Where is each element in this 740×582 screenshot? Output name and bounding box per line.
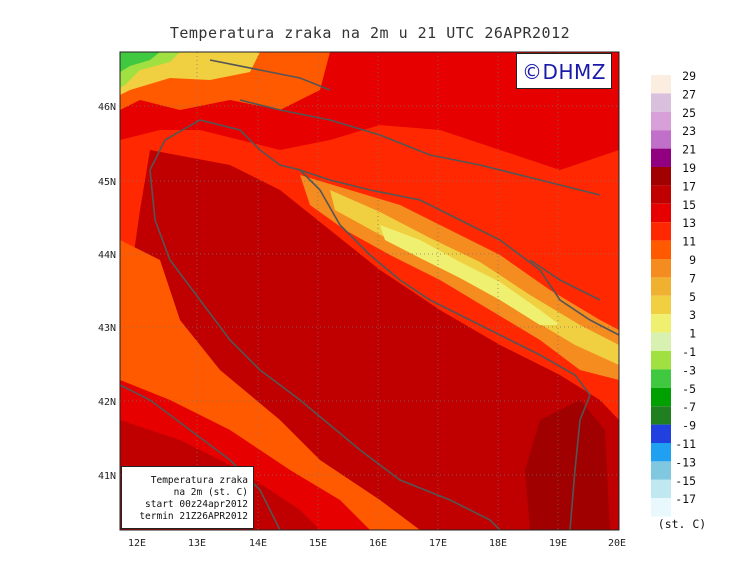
- lon-label: 19E: [549, 538, 567, 549]
- legend-label: -11: [675, 437, 696, 451]
- lon-label: 15E: [309, 538, 327, 549]
- legend-swatch: [651, 295, 671, 315]
- legend-swatch: [651, 387, 671, 407]
- legend-label: 13: [682, 216, 696, 230]
- legend-label: -3: [682, 363, 696, 377]
- legend-label: 25: [682, 106, 696, 120]
- legend-swatch: [651, 332, 671, 351]
- lon-label: 16E: [369, 538, 387, 549]
- legend-label: 17: [682, 179, 696, 193]
- legend-swatch: [651, 222, 671, 241]
- info-box: Temperatura zraka na 2m (st. C) start 00…: [121, 466, 254, 529]
- info-line: termin 21Z26APR2012: [139, 511, 248, 522]
- legend-swatch: [651, 130, 671, 149]
- field-adriatic: [130, 150, 619, 530]
- info-line: na 2m (st. C): [173, 487, 248, 498]
- legend-label: 5: [689, 290, 696, 304]
- legend-label: 29: [682, 69, 696, 83]
- legend-label: -7: [682, 400, 696, 414]
- lat-label: 46N: [98, 102, 116, 113]
- coastlines: [120, 59, 619, 530]
- dhmz-logo: ©DHMZ: [516, 53, 612, 89]
- legend-swatch: [651, 314, 671, 333]
- legend-swatch: [651, 461, 671, 480]
- legend-label: 21: [682, 143, 696, 157]
- lon-label: 18E: [489, 538, 507, 549]
- legend-unit: (st. C): [658, 517, 706, 531]
- legend-swatch: [651, 277, 671, 296]
- legend-label: 27: [682, 87, 696, 101]
- legend-label: -15: [675, 474, 696, 488]
- legend-swatch: [651, 369, 671, 388]
- plot-frame: [119, 51, 620, 531]
- field-south-darkred: [525, 400, 610, 530]
- lon-label: 13E: [188, 538, 206, 549]
- field-dinaric-pale: [380, 225, 560, 325]
- lat-label: 43N: [98, 323, 116, 334]
- lon-axis: 12E 13E 14E 15E 16E 17E 18E 19E 20E: [128, 538, 626, 549]
- legend-swatch: [651, 498, 671, 517]
- lon-label: 14E: [249, 538, 267, 549]
- legend-label: -17: [675, 492, 696, 506]
- legend-swatch: [651, 203, 671, 223]
- field-alps-darkgreen: [120, 52, 160, 72]
- legend-swatch: [651, 443, 671, 462]
- map-title: Temperatura zraka na 2m u 21 UTC 26APR20…: [169, 24, 571, 42]
- legend-label: 15: [682, 198, 696, 212]
- legend-label: -13: [675, 455, 696, 469]
- legend-label: -5: [682, 382, 696, 396]
- legend-swatch: [651, 167, 671, 186]
- legend-swatch: [651, 479, 671, 499]
- legend-swatch: [651, 259, 671, 278]
- legend-swatch: [651, 424, 671, 443]
- lat-axis: 46N 45N 44N 43N 42N 41N: [98, 102, 116, 482]
- legend-swatch: [651, 148, 671, 167]
- legend-label: 19: [682, 161, 696, 175]
- legend-label: 11: [682, 235, 696, 249]
- lon-label: 17E: [429, 538, 447, 549]
- lat-label: 41N: [98, 471, 116, 482]
- lon-label: 12E: [128, 538, 146, 549]
- lat-label: 44N: [98, 250, 116, 261]
- legend-label: 9: [689, 253, 696, 267]
- legend-swatch: [651, 93, 671, 112]
- legend-swatch: [651, 240, 671, 259]
- legend-swatch: [651, 75, 671, 94]
- legend-label: 3: [689, 308, 696, 322]
- legend-label: -1: [682, 345, 696, 359]
- legend-swatch: [651, 351, 671, 370]
- lon-label: 20E: [608, 538, 626, 549]
- lat-label: 45N: [98, 177, 116, 188]
- info-line: start 00z24apr2012: [145, 499, 248, 510]
- info-line: Temperatura zraka: [150, 475, 248, 486]
- legend-swatch: [651, 111, 671, 131]
- legend-label: 7: [689, 271, 696, 285]
- legend-label: 1: [689, 327, 696, 341]
- legend-label: -9: [682, 419, 696, 433]
- legend-swatch: [651, 185, 671, 204]
- legend-swatch: [651, 406, 671, 425]
- legend-label: 23: [682, 124, 696, 138]
- lat-label: 42N: [98, 397, 116, 408]
